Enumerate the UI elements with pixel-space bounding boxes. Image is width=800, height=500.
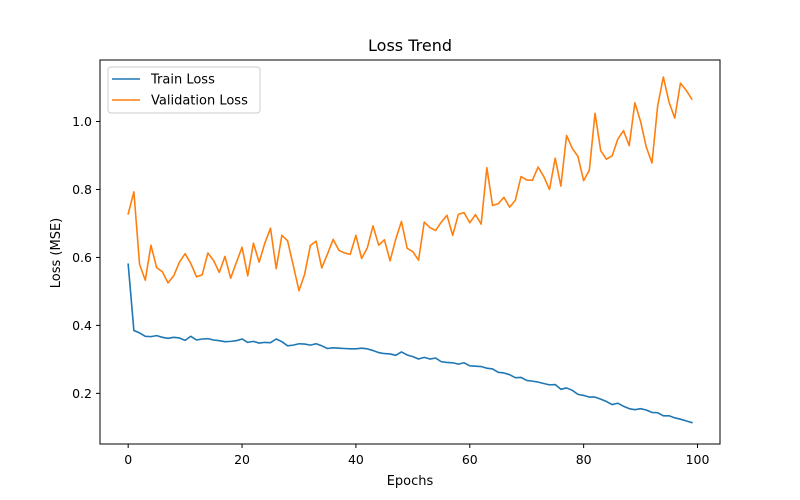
- x-tick-label: 80: [576, 452, 592, 467]
- x-axis-label: Epochs: [387, 474, 434, 489]
- legend-entry: Train Loss: [150, 73, 215, 88]
- y-tick-label: 0.4: [72, 318, 92, 333]
- x-tick-label: 40: [348, 452, 364, 467]
- series-line-validation-loss: [127, 76, 693, 292]
- y-tick-label: 0.2: [72, 386, 92, 401]
- x-tick-label: 0: [124, 452, 132, 467]
- x-tick-label: 60: [462, 452, 478, 467]
- x-axis-ticks: 0 20 40 60 80 100: [124, 444, 709, 467]
- y-axis-ticks: 0.2 0.4 0.6 0.8 1.0: [72, 114, 100, 401]
- y-tick-label: 0.6: [72, 250, 92, 265]
- axes-frame: [99, 59, 721, 445]
- x-tick-label: 100: [686, 452, 710, 467]
- series-lines: [127, 76, 693, 424]
- legend-entry: Validation Loss: [151, 94, 248, 109]
- legend: Train Loss Validation Loss: [107, 66, 261, 114]
- legend-box: [107, 66, 261, 114]
- x-tick-label: 20: [234, 452, 250, 467]
- series-line-train-loss: [127, 263, 693, 424]
- chart-title: Loss Trend: [368, 36, 452, 55]
- y-tick-label: 0.8: [72, 182, 92, 197]
- y-tick-label: 1.0: [72, 114, 92, 129]
- y-axis-label: Loss (MSE): [49, 218, 64, 288]
